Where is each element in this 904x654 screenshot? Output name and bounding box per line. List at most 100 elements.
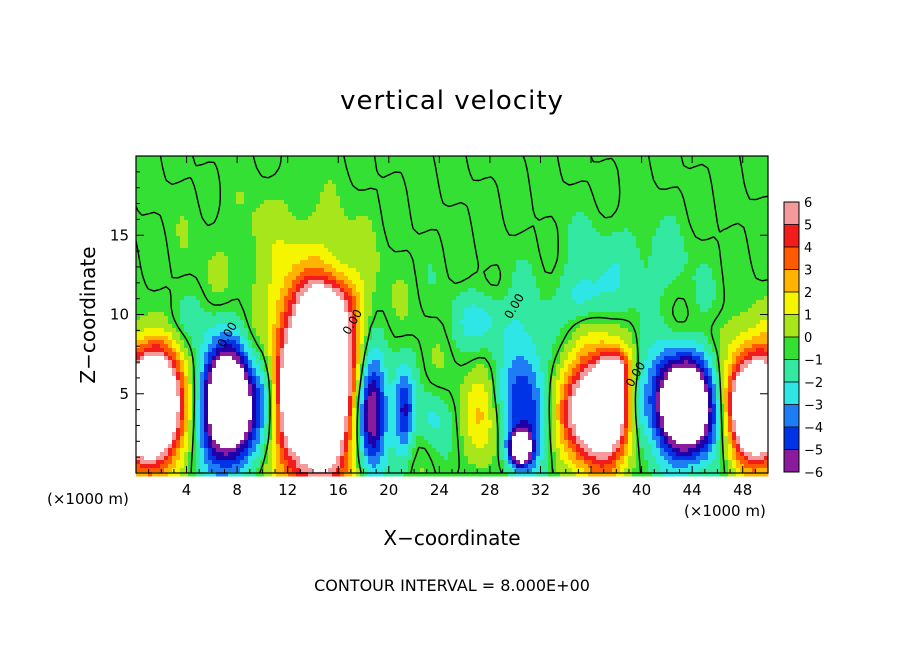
field-cell bbox=[436, 256, 441, 261]
field-cell bbox=[532, 232, 537, 237]
field-cell bbox=[432, 168, 437, 173]
field-cell bbox=[728, 244, 733, 249]
field-cell bbox=[540, 184, 545, 189]
field-cell bbox=[276, 244, 281, 249]
field-cell bbox=[164, 204, 169, 209]
field-cell bbox=[252, 176, 257, 181]
field-cell bbox=[252, 212, 257, 217]
field-cell bbox=[280, 204, 285, 209]
field-cell bbox=[192, 216, 197, 221]
field-cell bbox=[660, 244, 665, 249]
field-cell bbox=[244, 256, 249, 261]
field-cell bbox=[564, 184, 569, 189]
field-cell bbox=[316, 272, 321, 277]
field-cell bbox=[588, 172, 593, 177]
field-cell bbox=[280, 196, 285, 201]
field-cell bbox=[144, 208, 149, 213]
field-cell bbox=[680, 164, 685, 169]
field-cell bbox=[560, 252, 565, 257]
field-cell bbox=[516, 168, 521, 173]
field-cell bbox=[448, 244, 453, 249]
field-cell bbox=[528, 240, 533, 245]
field-cell bbox=[288, 208, 293, 213]
field-cell bbox=[372, 180, 377, 185]
field-cell bbox=[280, 156, 285, 161]
field-cell bbox=[680, 168, 685, 173]
field-cell bbox=[688, 160, 693, 165]
field-cell bbox=[708, 216, 713, 221]
field-cell bbox=[756, 224, 761, 229]
field-cell bbox=[540, 172, 545, 177]
field-cell bbox=[684, 160, 689, 165]
field-cell bbox=[648, 232, 653, 237]
field-cell bbox=[216, 220, 221, 225]
field-cell bbox=[400, 244, 405, 249]
field-cell bbox=[456, 260, 461, 265]
field-cell bbox=[556, 220, 561, 225]
field-cell bbox=[420, 240, 425, 245]
field-cell bbox=[316, 232, 321, 237]
field-cell bbox=[696, 256, 701, 261]
field-cell bbox=[416, 224, 421, 229]
field-cell bbox=[536, 252, 541, 257]
field-cell bbox=[172, 176, 177, 181]
field-cell bbox=[268, 160, 273, 165]
field-cell bbox=[744, 252, 749, 257]
field-cell bbox=[348, 236, 353, 241]
field-cell bbox=[484, 252, 489, 257]
field-cell bbox=[260, 252, 265, 257]
field-cell bbox=[324, 204, 329, 209]
field-cell bbox=[364, 208, 369, 213]
field-cell bbox=[404, 164, 409, 169]
field-cell bbox=[484, 260, 489, 265]
field-cell bbox=[684, 268, 689, 273]
field-cell bbox=[708, 196, 713, 201]
field-cell bbox=[732, 236, 737, 241]
field-cell bbox=[260, 244, 265, 249]
field-cell bbox=[720, 160, 725, 165]
field-cell bbox=[752, 172, 757, 177]
field-cell bbox=[612, 268, 617, 273]
field-cell bbox=[216, 264, 221, 269]
field-cell bbox=[572, 272, 577, 277]
field-cell bbox=[388, 188, 393, 193]
field-cell bbox=[220, 192, 225, 197]
field-cell bbox=[432, 268, 437, 273]
field-cell bbox=[568, 272, 573, 277]
field-cell bbox=[688, 236, 693, 241]
field-cell bbox=[512, 220, 517, 225]
field-cell bbox=[356, 172, 361, 177]
field-cell bbox=[756, 232, 761, 237]
field-cell bbox=[300, 244, 305, 249]
field-cell bbox=[248, 180, 253, 185]
field-cell bbox=[404, 256, 409, 261]
field-cell bbox=[452, 196, 457, 201]
field-cell bbox=[240, 168, 245, 173]
field-cell bbox=[560, 236, 565, 241]
field-cell bbox=[668, 176, 673, 181]
field-cell bbox=[604, 268, 609, 273]
field-cell bbox=[660, 272, 665, 277]
field-cell bbox=[208, 224, 213, 229]
field-cell bbox=[164, 196, 169, 201]
field-cell bbox=[488, 232, 493, 237]
field-cell bbox=[588, 244, 593, 249]
field-cell bbox=[304, 176, 309, 181]
field-cell bbox=[404, 180, 409, 185]
field-cell bbox=[348, 216, 353, 221]
field-cell bbox=[284, 168, 289, 173]
field-cell bbox=[304, 188, 309, 193]
field-cell bbox=[740, 212, 745, 217]
field-cell bbox=[408, 248, 413, 253]
field-cell bbox=[600, 196, 605, 201]
field-cell bbox=[140, 228, 145, 233]
field-cell bbox=[712, 224, 717, 229]
field-cell bbox=[144, 172, 149, 177]
field-cell bbox=[500, 180, 505, 185]
field-cell bbox=[472, 268, 477, 273]
field-cell bbox=[216, 180, 221, 185]
field-cell bbox=[448, 252, 453, 257]
field-cell bbox=[692, 156, 697, 161]
field-cell bbox=[436, 252, 441, 257]
field-cell bbox=[184, 168, 189, 173]
